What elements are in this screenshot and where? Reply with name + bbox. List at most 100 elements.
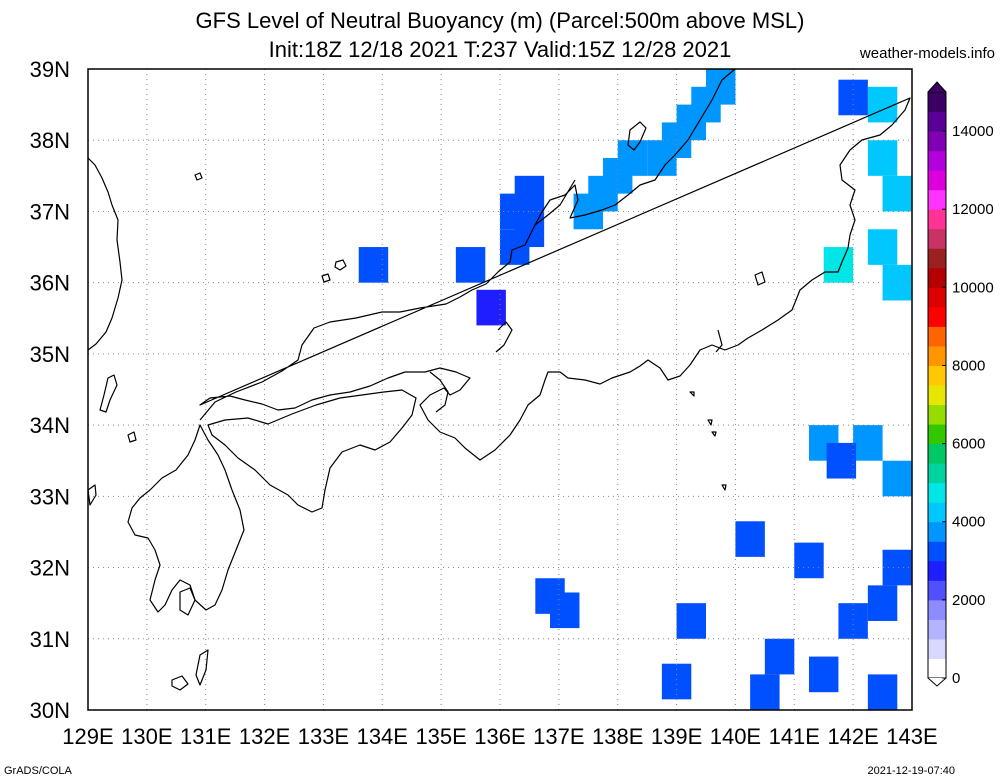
- lon-tick-label: 130E: [121, 724, 172, 749]
- lnb-cell: [358, 247, 389, 283]
- coastline-kii: [429, 371, 449, 413]
- lon-tick-label: 133E: [298, 724, 349, 749]
- colorbar-segment: [928, 638, 946, 659]
- lnb-cell: [882, 264, 912, 301]
- lnb-cell: [550, 592, 580, 629]
- coastline-korea: [87, 157, 123, 351]
- colorbar-segment: [928, 248, 946, 269]
- colorbar-segment: [928, 541, 946, 562]
- lnb-cell: [455, 247, 486, 283]
- colorbar-segment: [928, 424, 946, 445]
- coastline-kagoshima: [179, 587, 196, 616]
- lat-tick-label: 35N: [30, 342, 70, 367]
- lat-tick-label: 33N: [30, 484, 70, 509]
- colorbar-segment: [928, 502, 946, 523]
- colorbar-segment: [928, 170, 946, 191]
- coastline-osaka: [495, 321, 513, 353]
- colorbar-segment: [928, 131, 946, 152]
- lnb-cell: [823, 247, 854, 283]
- colorbar-segment: [928, 580, 946, 601]
- lon-tick-label: 139E: [651, 724, 702, 749]
- footer-right: 2021-12-19-07:40: [868, 765, 955, 777]
- colorbar-segment: [928, 463, 946, 484]
- lon-tick-label: 136E: [474, 724, 525, 749]
- coastline-noto: [534, 179, 576, 226]
- lnb-cell: [882, 549, 912, 586]
- colorbar-min-arrow: [927, 677, 947, 687]
- coastline-honshu: [199, 68, 911, 461]
- map-area: [87, 68, 913, 711]
- lat-tick-label: 39N: [30, 57, 70, 82]
- lat-tick-label: 36N: [30, 271, 70, 296]
- title-line-2: Init:18Z 12/18 2021 T:237 Valid:15Z 12/2…: [269, 37, 732, 62]
- lon-tick-label: 131E: [180, 724, 231, 749]
- lnb-cell: [476, 289, 506, 326]
- colorbar-segment: [928, 365, 946, 386]
- lat-tick-labels: 30N 31N 32N 33N 34N 35N 36N 37N 38N 39N: [30, 57, 70, 723]
- colorbar-segment: [928, 306, 946, 327]
- colorbar-segment: [928, 326, 946, 347]
- lnb-cell: [867, 229, 898, 265]
- lon-tick-label: 141E: [769, 724, 820, 749]
- colorbar-label: 14000: [952, 123, 994, 140]
- colorbar-segment: [928, 599, 946, 620]
- coastline-yakushima: [171, 649, 209, 691]
- map-frame: [87, 68, 913, 711]
- colorbar-max-arrow: [927, 81, 947, 93]
- lon-tick-label: 143E: [886, 724, 937, 749]
- colorbar-label: 6000: [952, 436, 985, 453]
- lon-tick-label: 132E: [239, 724, 290, 749]
- lnb-cell: [867, 86, 898, 123]
- lnb-cell: [750, 674, 780, 710]
- coastline-kyushu: [127, 424, 245, 613]
- lat-tick-label: 30N: [30, 698, 70, 723]
- colorbar-label: 8000: [952, 357, 985, 374]
- lnb-shading: [358, 69, 912, 710]
- colorbar-segment: [928, 287, 946, 308]
- coastline-shikoku: [207, 389, 417, 513]
- colorbar-segment: [928, 92, 946, 113]
- coastline-goto: [87, 431, 137, 506]
- colorbar-labels: 0 2000 4000 6000 8000 10000 12000 14000: [942, 123, 994, 687]
- colorbar-segment: [928, 189, 946, 210]
- lat-tick-label: 34N: [30, 413, 70, 438]
- lnb-cell: [826, 442, 857, 479]
- coastline-tsushima: [99, 374, 118, 413]
- lnb-cell: [676, 603, 706, 639]
- colorbar-segment: [928, 404, 946, 425]
- lnb-cell: [882, 460, 912, 497]
- lon-tick-labels: 129E 130E 131E 132E 133E 134E 135E 136E 137E 138E…: [62, 724, 937, 749]
- colorbar-label: 12000: [952, 201, 994, 218]
- lat-tick-label: 38N: [30, 128, 70, 153]
- coastline-izu: [689, 391, 727, 491]
- colorbar-segment: [928, 228, 946, 249]
- colorbar-segment: [928, 658, 946, 679]
- colorbar-segment: [928, 385, 946, 406]
- colorbar-segment: [928, 560, 946, 581]
- lon-tick-label: 138E: [592, 724, 643, 749]
- lat-tick-label: 37N: [30, 199, 70, 224]
- colorbar-segment: [928, 267, 946, 288]
- colorbar: [927, 81, 947, 687]
- colorbar-segment: [928, 521, 946, 542]
- title-line-1: GFS Level of Neutral Buoyancy (m) (Parce…: [196, 8, 805, 33]
- lnb-cell: [500, 229, 530, 265]
- lnb-cell: [809, 656, 839, 693]
- colorbar-label: 2000: [952, 592, 985, 609]
- lon-tick-label: 140E: [710, 724, 761, 749]
- coastline-ulleung: [194, 172, 203, 181]
- footer-left: GrADS/COLA: [4, 765, 73, 777]
- colorbar-label: 4000: [952, 514, 985, 531]
- lnb-cell: [794, 542, 824, 579]
- lnb-cell: [838, 603, 868, 639]
- lnb-cell: [867, 585, 898, 621]
- colorbar-label: 0: [952, 670, 960, 687]
- lon-tick-label: 142E: [827, 724, 878, 749]
- lat-tick-label: 31N: [30, 627, 70, 652]
- colorbar-segment: [928, 150, 946, 171]
- lnb-cell: [882, 175, 912, 212]
- lnb-cell: [867, 674, 898, 710]
- coastlines: [87, 68, 911, 691]
- coastline-lake: [754, 271, 766, 286]
